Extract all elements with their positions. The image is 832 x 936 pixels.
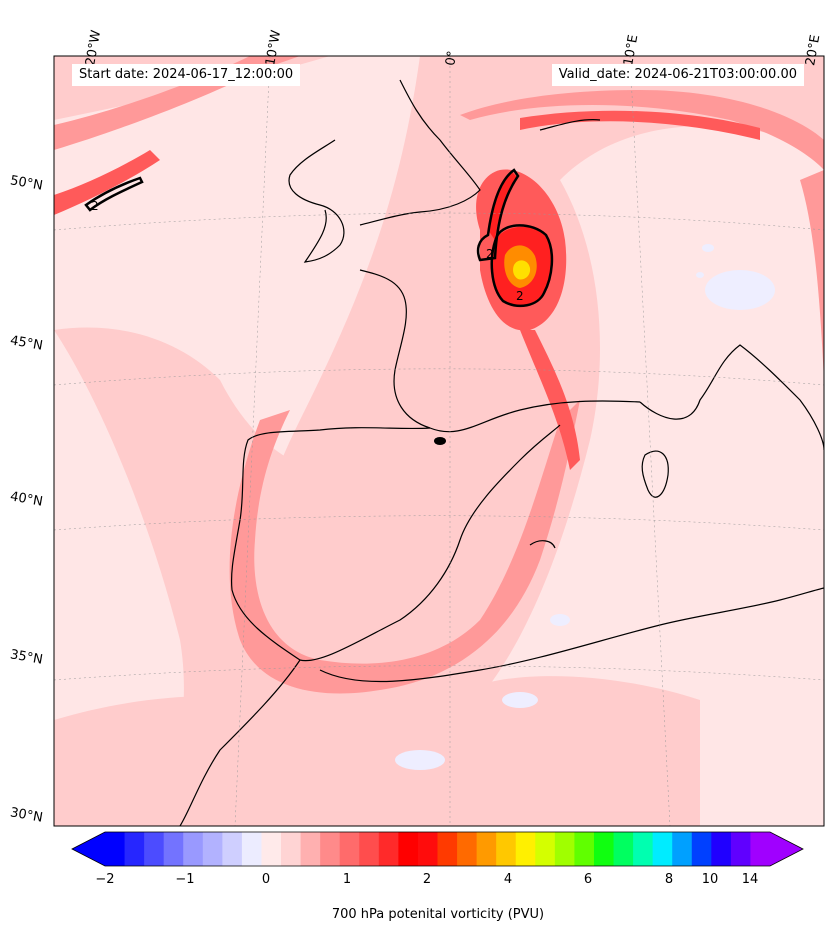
graticule-line [54, 665, 824, 681]
pv-negative-patch [705, 270, 775, 310]
colorbar-segment [339, 832, 360, 866]
colorbar-segment [652, 832, 673, 866]
colorbar-segment [476, 832, 497, 866]
lon-label-0: 0° [443, 49, 461, 67]
colorbar-tick: 6 [583, 872, 593, 887]
coast-france [359, 269, 641, 433]
colorbar-segment [417, 832, 439, 866]
contour-label: 2 [91, 199, 99, 213]
pv-negative-patch [550, 614, 570, 626]
pv-negative-patch [395, 750, 445, 770]
colorbar-tick: 1 [342, 872, 352, 887]
colorbar-label: 700 hPa potenital vorticity (PVU) [331, 907, 545, 922]
pv-field [54, 56, 824, 826]
colorbar-outline [71, 831, 804, 867]
colorbar-tick: 2 [422, 872, 432, 887]
pv-contour-filament [476, 168, 520, 262]
coast-iberia [230, 424, 561, 662]
colorbar-tick: 0 [261, 872, 271, 887]
coast-denmark [539, 119, 601, 131]
colorbar-segment [144, 832, 165, 866]
colorbar-segment [730, 832, 752, 866]
map-frame [53, 55, 825, 827]
colorbar-segment [574, 832, 595, 866]
colorbar-min-arrow [72, 832, 105, 866]
pv-negative-patch [696, 272, 704, 278]
coast-balearics [529, 540, 556, 549]
colorbar-segment [202, 832, 223, 866]
pv-band-atlantic [54, 56, 824, 757]
colorbar-tick: 8 [664, 872, 674, 887]
colorbar-segment [281, 832, 302, 866]
colorbar-segment [261, 832, 282, 866]
colorbar-segment [711, 832, 732, 866]
graticule [54, 56, 824, 826]
graticule-line [629, 56, 671, 826]
colorbar-segment [124, 832, 145, 866]
colorbar-tick: −2 [95, 872, 115, 887]
colorbar-segment [359, 832, 380, 866]
colorbar-segment [320, 832, 341, 866]
colorbar-segment [593, 832, 615, 866]
colorbar-segment [222, 832, 243, 866]
colorbar-tick: −1 [175, 872, 195, 887]
coast-britain [359, 79, 481, 226]
coast-morocco [179, 659, 301, 826]
coast-italy [639, 344, 824, 451]
pv-contour-west [84, 176, 144, 212]
graticule-line [234, 56, 271, 826]
pv-contour-vortex [490, 224, 554, 308]
graticule-line [54, 368, 824, 386]
colorbar-segment [437, 832, 458, 866]
colorbar-segment [300, 832, 321, 866]
colorbar-segment [535, 832, 556, 866]
colorbar-segment [750, 832, 771, 866]
pv-jet-arc [460, 90, 824, 170]
colorbar-segment [554, 832, 576, 866]
colorbar-tick: 10 [701, 872, 719, 887]
graticule-line [54, 515, 824, 531]
colorbar-segment [613, 832, 634, 866]
coastlines [179, 79, 824, 826]
pv-band-africa [54, 676, 700, 826]
colorbar-segment [163, 832, 184, 866]
pv-2-contours [84, 168, 554, 308]
colorbar-segment [633, 832, 654, 866]
colorbar-segment [241, 832, 263, 866]
colorbar-tick: 14 [741, 872, 759, 887]
pv-strong-tail [520, 330, 580, 470]
contour-label: 2 [516, 289, 524, 303]
start-date-label: Start date: 2024-06-17_12:00:00 [72, 64, 301, 86]
pv-core-yellow [513, 260, 531, 280]
colorbar-segment [378, 832, 399, 866]
colorbar-segment [183, 832, 204, 866]
graticule-line [54, 212, 824, 231]
valid-date-label: Valid_date: 2024-06-21T03:00:00.00 [551, 64, 804, 86]
colorbar-segment [672, 832, 693, 866]
pv-jet-iberia-ring [229, 400, 580, 694]
pv-strong-arc [520, 110, 760, 140]
pv-negative-patch [502, 692, 538, 708]
colorbar-segment [691, 832, 712, 866]
coast-algeria [319, 587, 824, 683]
pv-strong-northwest [54, 150, 160, 215]
contour-label: 2 [486, 247, 494, 261]
coast-ireland [288, 139, 345, 263]
coast-corsica [641, 450, 669, 498]
colorbar-max-arrow [770, 832, 803, 866]
colorbar-segment [398, 832, 419, 866]
colorbar-segment [457, 832, 478, 866]
pv-jet-east [800, 170, 824, 380]
colorbar-segment [496, 832, 517, 866]
pv-negative-patch [702, 244, 714, 252]
colorbar-tick: 4 [503, 872, 513, 887]
colorbar-segment [515, 832, 536, 866]
colorbar [71, 831, 804, 867]
marker-point [434, 437, 446, 445]
colorbar-segment [105, 832, 126, 866]
